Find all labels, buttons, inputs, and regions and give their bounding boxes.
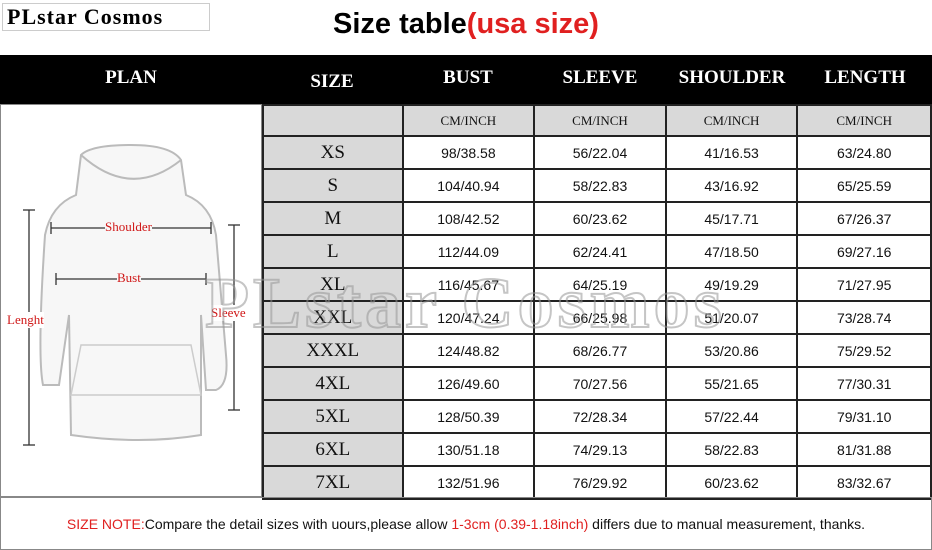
title-main: Size table xyxy=(333,8,467,40)
page-title: Size table(usa size) xyxy=(0,8,932,41)
header-length: LENGTH xyxy=(824,67,906,88)
cell-length: 79/31.10 xyxy=(796,399,932,434)
cell-length: 65/25.59 xyxy=(796,168,932,203)
cell-shoulder: 51/20.07 xyxy=(664,300,799,335)
cell-sleeve: 60/23.62 xyxy=(533,201,667,236)
cell-bust: 128/50.39 xyxy=(401,399,536,434)
table-row: L 112/44.09 62/24.41 47/18.50 69/27.16 xyxy=(262,234,932,269)
label-shoulder: Shoulder xyxy=(105,219,152,235)
cell-sleeve: 72/28.34 xyxy=(533,399,667,434)
cell-size: XL xyxy=(262,267,404,302)
cell-sleeve: 56/22.04 xyxy=(533,135,667,170)
cell-shoulder: 41/16.53 xyxy=(664,135,799,170)
cell-length: 69/27.16 xyxy=(796,234,932,269)
unit-row: CM/INCH CM/INCH CM/INCH CM/INCH xyxy=(262,104,932,137)
cell-sleeve: 62/24.41 xyxy=(533,234,667,269)
table-row: XS 98/38.58 56/22.04 41/16.53 63/24.80 xyxy=(262,135,932,170)
header-bust: BUST xyxy=(443,67,493,88)
table-row: 4XL 126/49.60 70/27.56 55/21.65 77/30.31 xyxy=(262,366,932,401)
hoodie-diagram: Shoulder Bust Lenght Sleeve xyxy=(0,104,262,497)
cell-shoulder: 60/23.62 xyxy=(664,465,799,500)
unit-cell: CM/INCH xyxy=(796,104,932,137)
note-text-end: differs due to manual measurement, thank… xyxy=(588,516,866,532)
cell-bust: 108/42.52 xyxy=(401,201,536,236)
hoodie-illustration xyxy=(23,143,240,446)
cell-size: S xyxy=(262,168,404,203)
cell-sleeve: 68/26.77 xyxy=(533,333,667,368)
unit-blank xyxy=(262,104,404,137)
label-sleeve: Sleeve xyxy=(211,305,246,321)
cell-bust: 98/38.58 xyxy=(401,135,536,170)
note-label: SIZE NOTE: xyxy=(66,516,145,532)
cell-length: 75/29.52 xyxy=(796,333,932,368)
table-row: M 108/42.52 60/23.62 45/17.71 67/26.37 xyxy=(262,201,932,236)
cell-bust: 132/51.96 xyxy=(401,465,536,500)
cell-length: 63/24.80 xyxy=(796,135,932,170)
table-row: XXXL 124/48.82 68/26.77 53/20.86 75/29.52 xyxy=(262,333,932,368)
cell-shoulder: 47/18.50 xyxy=(664,234,799,269)
cell-sleeve: 76/29.92 xyxy=(533,465,667,500)
cell-size: XS xyxy=(262,135,404,170)
table-row: 6XL 130/51.18 74/29.13 58/22.83 81/31.88 xyxy=(262,432,932,467)
cell-bust: 126/49.60 xyxy=(401,366,536,401)
cell-bust: 120/47.24 xyxy=(401,300,536,335)
cell-size: XXL xyxy=(262,300,404,335)
unit-cell: CM/INCH xyxy=(664,104,799,137)
cell-shoulder: 45/17.71 xyxy=(664,201,799,236)
cell-size: 7XL xyxy=(262,465,404,500)
cell-size: 6XL xyxy=(262,432,404,467)
cell-bust: 104/40.94 xyxy=(401,168,536,203)
cell-length: 67/26.37 xyxy=(796,201,932,236)
size-table: CM/INCH CM/INCH CM/INCH CM/INCH XS 98/38.… xyxy=(262,104,932,500)
table-row: 7XL 132/51.96 76/29.92 60/23.62 83/32.67 xyxy=(262,465,932,500)
cell-sleeve: 70/27.56 xyxy=(533,366,667,401)
cell-sleeve: 64/25.19 xyxy=(533,267,667,302)
cell-shoulder: 49/19.29 xyxy=(664,267,799,302)
cell-length: 77/30.31 xyxy=(796,366,932,401)
header-size: SIZE xyxy=(310,71,354,92)
note-tolerance: 1-3cm (0.39-1.18inch) xyxy=(451,516,589,532)
cell-size: XXXL xyxy=(262,333,404,368)
cell-shoulder: 43/16.92 xyxy=(664,168,799,203)
cell-bust: 130/51.18 xyxy=(401,432,536,467)
table-row: 5XL 128/50.39 72/28.34 57/22.44 79/31.10 xyxy=(262,399,932,434)
cell-sleeve: 74/29.13 xyxy=(533,432,667,467)
cell-size: 5XL xyxy=(262,399,404,434)
table-row: XL 116/45.67 64/25.19 49/19.29 71/27.95 xyxy=(262,267,932,302)
cell-sleeve: 66/25.98 xyxy=(533,300,667,335)
table-row: XXL 120/47.24 66/25.98 51/20.07 73/28.74 xyxy=(262,300,932,335)
header: PLstar Cosmos Size table(usa size) xyxy=(0,0,932,55)
header-plan: PLAN xyxy=(105,67,157,88)
cell-bust: 124/48.82 xyxy=(401,333,536,368)
brand-logo: PLstar Cosmos xyxy=(2,3,210,31)
cell-shoulder: 55/21.65 xyxy=(664,366,799,401)
size-note: SIZE NOTE:Compare the detail sizes with … xyxy=(0,497,932,550)
label-bust: Bust xyxy=(117,270,141,286)
unit-cell: CM/INCH xyxy=(401,104,536,137)
cell-length: 81/31.88 xyxy=(796,432,932,467)
cell-size: M xyxy=(262,201,404,236)
cell-length: 83/32.67 xyxy=(796,465,932,500)
cell-size: L xyxy=(262,234,404,269)
column-headers: PLAN SIZE BUST SLEEVE SHOULDER LENGTH xyxy=(0,55,932,104)
unit-cell: CM/INCH xyxy=(533,104,667,137)
cell-sleeve: 58/22.83 xyxy=(533,168,667,203)
cell-size: 4XL xyxy=(262,366,404,401)
cell-bust: 112/44.09 xyxy=(401,234,536,269)
cell-length: 71/27.95 xyxy=(796,267,932,302)
cell-bust: 116/45.67 xyxy=(401,267,536,302)
label-length: Lenght xyxy=(7,312,44,328)
header-shoulder: SHOULDER xyxy=(678,67,786,88)
cell-length: 73/28.74 xyxy=(796,300,932,335)
header-sleeve: SLEEVE xyxy=(562,67,638,88)
title-highlight: (usa size) xyxy=(466,8,599,40)
cell-shoulder: 58/22.83 xyxy=(664,432,799,467)
cell-shoulder: 53/20.86 xyxy=(664,333,799,368)
note-text: Compare the detail sizes with uours,plea… xyxy=(144,516,452,532)
cell-shoulder: 57/22.44 xyxy=(664,399,799,434)
table-row: S 104/40.94 58/22.83 43/16.92 65/25.59 xyxy=(262,168,932,203)
